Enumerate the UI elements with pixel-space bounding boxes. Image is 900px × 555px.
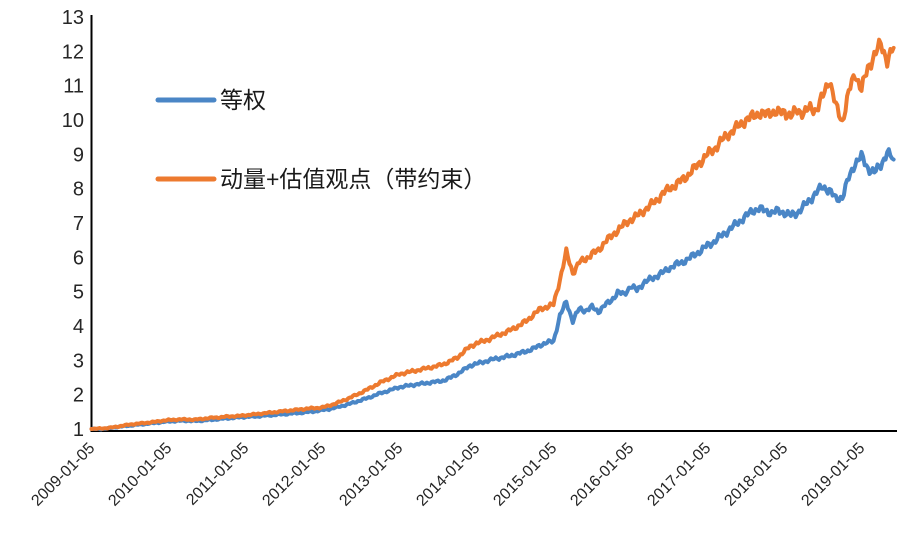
x-tick-label: 2013-01-05 [336, 440, 406, 510]
x-tick-label: 2012-01-05 [259, 440, 329, 510]
legend-label-momentum-valuation: 动量+估值观点（带约束） [220, 166, 486, 192]
series-line-0 [89, 147, 896, 432]
y-tick-label: 6 [73, 247, 84, 269]
x-tick-label: 2019-01-05 [798, 440, 868, 510]
y-tick-label: 7 [73, 213, 84, 235]
y-tick-label: 2 [73, 385, 84, 407]
x-tick-label: 2017-01-05 [644, 440, 714, 510]
y-tick-label: 12 [62, 41, 84, 63]
legend-label-equal-weight: 等权 [220, 87, 266, 113]
y-tick-label: 3 [73, 350, 84, 372]
y-tick-label: 5 [73, 282, 84, 304]
y-tick-label: 4 [73, 316, 84, 338]
y-tick-label: 9 [73, 144, 84, 166]
y-tick-label: 13 [62, 7, 84, 29]
x-tick-label: 2010-01-05 [105, 440, 175, 510]
legend: 等权 动量+估值观点（带约束） [155, 87, 486, 192]
x-tick-label: 2011-01-05 [183, 440, 252, 509]
y-tick-label: 1 [73, 419, 84, 441]
y-tick-label: 11 [63, 76, 84, 98]
plot-series-lines [89, 37, 896, 432]
x-tick-label: 2018-01-05 [721, 440, 791, 510]
x-tick-label: 2009-01-05 [28, 440, 98, 510]
x-axis-tick-labels: 2009-01-05 2010-01-05 2011-01-05 2012-01-05… [28, 440, 868, 510]
x-tick-label: 2016-01-05 [567, 440, 637, 510]
x-tick-label: 2014-01-05 [413, 440, 483, 510]
y-tick-label: 8 [73, 179, 84, 201]
x-tick-label: 2015-01-05 [490, 440, 560, 510]
series-line-1 [89, 37, 896, 431]
y-tick-label: 10 [62, 110, 84, 132]
